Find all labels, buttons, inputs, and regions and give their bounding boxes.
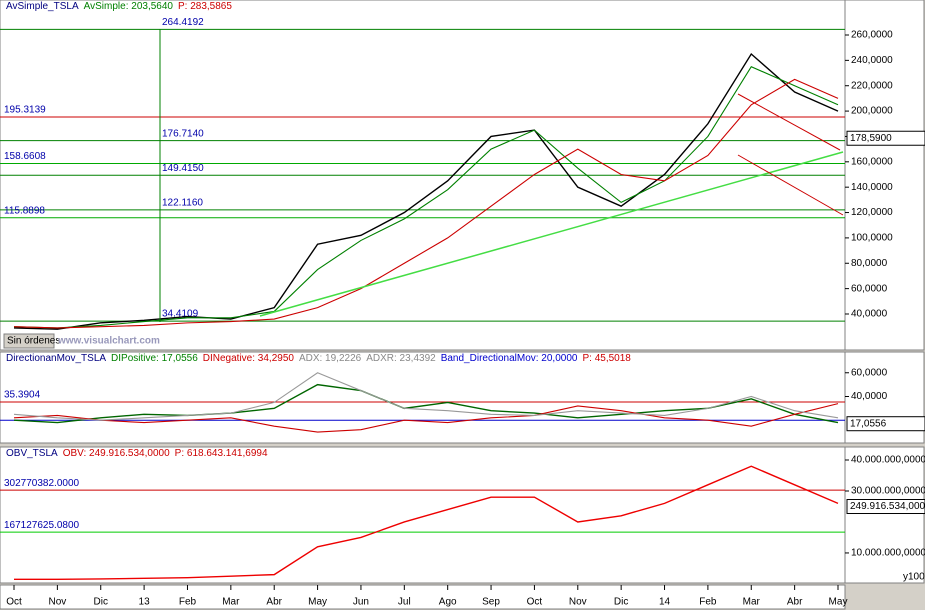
- header-item: ADX: 19,2226: [299, 353, 362, 364]
- y-tick-label: 40.000.000,0000: [851, 455, 925, 466]
- x-tick-label: Mar: [222, 597, 240, 608]
- x-tick-label: May: [829, 597, 848, 608]
- series-line: [13, 383, 839, 424]
- x-tick-label: Nov: [48, 597, 66, 608]
- panel: [0, 351, 846, 444]
- level-label: 195.3139: [4, 105, 46, 116]
- series-line: [13, 66, 839, 329]
- last-value-box: [846, 499, 925, 515]
- panel-header: AvSimple_TSLA AvSimple: 203,5640 P: 283,58…: [6, 1, 232, 12]
- x-tick-label: 14: [659, 597, 671, 608]
- level-label: 167127625.0800: [4, 520, 80, 531]
- x-tick-label: Sep: [482, 597, 500, 608]
- header-item: P: 283,5865: [178, 1, 232, 12]
- orders-button[interactable]: [3, 333, 55, 349]
- level-label: 302770382.0000: [4, 478, 80, 489]
- level-label: 176.7140: [162, 128, 204, 139]
- x-tick-label: Oct: [527, 597, 543, 608]
- series-line: [14, 465, 839, 580]
- last-value-label: 178,5900: [850, 133, 892, 144]
- axis-panel: [844, 446, 925, 584]
- level-label: 264.4192: [162, 17, 204, 28]
- series-line: [13, 403, 839, 433]
- x-tick-label: Dic: [94, 597, 108, 608]
- header-item: DIPositive: 17,0556: [111, 353, 198, 364]
- y-tick-label: 100,0000: [851, 233, 893, 244]
- y-tick-label: 40,0000: [851, 391, 888, 402]
- level-label: 34.4109: [162, 309, 199, 320]
- header-item: AvSimple: 203,5640: [84, 1, 174, 12]
- x-tick-label: 13: [139, 597, 151, 608]
- x-tick-label: Feb: [179, 597, 197, 608]
- header-item: P: 618.643.141,6994: [175, 448, 268, 459]
- header-item: ADXR: 23,4392: [366, 353, 436, 364]
- panel-header: OBV_TSLA OBV: 249.916.534,0000 P: 618.643.…: [6, 448, 268, 459]
- level-label: 158.6608: [4, 151, 46, 162]
- x-tick-label: Jun: [353, 597, 369, 608]
- y-tick-label: 160,0000: [851, 156, 893, 167]
- x-tick-label: Dic: [614, 597, 628, 608]
- level-label: 149.4150: [162, 163, 204, 174]
- x-axis: [0, 584, 846, 610]
- trend-line: [259, 151, 844, 317]
- last-value-label: 17,0556: [850, 418, 887, 429]
- x-tick-label: Abr: [787, 597, 803, 608]
- y-tick-label: 200,0000: [851, 106, 893, 117]
- level-label: 115.8898: [4, 205, 45, 216]
- scale-note: y10000: [903, 572, 925, 583]
- x-tick-label: Nov: [569, 597, 587, 608]
- panel-header: DirectionanMov_TSLA DIPositive: 17,0556 DI…: [6, 353, 631, 364]
- x-tick-label: Oct: [6, 597, 22, 608]
- series-line: [13, 372, 839, 421]
- x-tick-label: May: [308, 597, 327, 608]
- series-line: [13, 52, 839, 330]
- header-item: AvSimple_TSLA: [6, 1, 79, 12]
- header-item: DINegative: 34,2950: [203, 353, 295, 364]
- y-tick-label: 80,0000: [851, 258, 888, 269]
- y-tick-label: 140,0000: [851, 182, 893, 193]
- trend-line: [737, 154, 844, 216]
- last-value-label: 249.916.534,0000: [850, 501, 925, 512]
- y-tick-label: 60,0000: [851, 283, 888, 294]
- orders-button-label[interactable]: Sin órdenes: [7, 336, 60, 347]
- y-tick-label: 10.000.000,0000: [851, 548, 925, 559]
- y-tick-label: 60,0000: [851, 367, 888, 378]
- x-tick-label: Jul: [398, 597, 411, 608]
- header-item: OBV: 249.916.534,0000: [63, 448, 170, 459]
- y-tick-label: 260,0000: [851, 30, 893, 41]
- y-tick-label: 220,0000: [851, 80, 893, 91]
- last-value-box: [846, 130, 925, 146]
- header-item: P: 45,5018: [582, 353, 631, 364]
- header-item: Band_DirectionalMov: 20,0000: [441, 353, 578, 364]
- x-tick-label: Ago: [439, 597, 457, 608]
- trend-line: [737, 93, 841, 151]
- y-tick-label: 120,0000: [851, 207, 893, 218]
- x-tick-label: Abr: [266, 597, 282, 608]
- level-label: 35.3904: [4, 390, 41, 401]
- y-tick-label: 30.000.000,0000: [851, 486, 925, 497]
- series-line: [13, 78, 839, 329]
- x-tick-label: Feb: [699, 597, 717, 608]
- last-value-box: [846, 416, 925, 432]
- level-label: 122.1160: [162, 197, 203, 208]
- y-tick-label: 40,0000: [851, 309, 888, 320]
- header-item: DirectionanMov_TSLA: [6, 353, 106, 364]
- y-tick-label: 240,0000: [851, 55, 893, 66]
- axis-panel: [844, 0, 925, 351]
- watermark: www.visualchart.com: [57, 336, 160, 347]
- panel: [0, 446, 846, 584]
- header-item: OBV_TSLA: [6, 448, 58, 459]
- x-tick-label: Mar: [743, 597, 761, 608]
